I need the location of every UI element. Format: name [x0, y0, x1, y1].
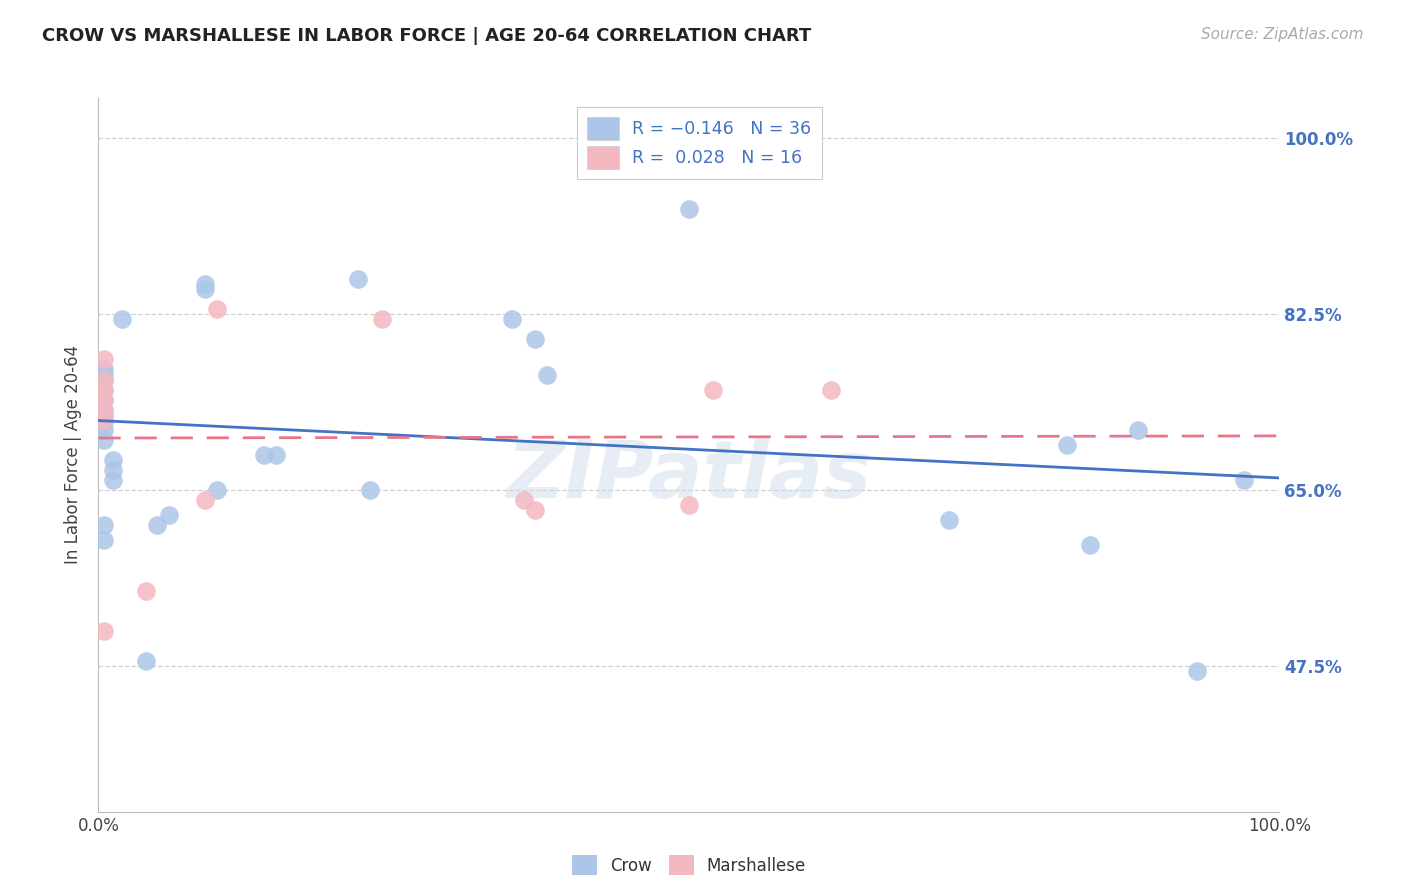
Point — [512, 493, 534, 508]
Point — [253, 448, 276, 462]
Point — [194, 277, 217, 291]
Point — [93, 362, 115, 376]
Point — [205, 483, 228, 497]
Point — [101, 463, 124, 477]
Point — [93, 402, 115, 417]
Point — [205, 302, 228, 317]
Point — [194, 493, 217, 508]
Point — [938, 513, 960, 527]
Point — [146, 518, 169, 533]
Point — [1080, 538, 1102, 552]
Point — [93, 409, 115, 423]
Text: Source: ZipAtlas.com: Source: ZipAtlas.com — [1201, 27, 1364, 42]
Point — [93, 368, 115, 382]
Point — [93, 372, 115, 386]
Point — [111, 312, 134, 326]
Point — [157, 508, 180, 523]
Point — [93, 415, 115, 429]
Point — [93, 433, 115, 447]
Point — [536, 368, 558, 382]
Text: CROW VS MARSHALLESE IN LABOR FORCE | AGE 20-64 CORRELATION CHART: CROW VS MARSHALLESE IN LABOR FORCE | AGE… — [42, 27, 811, 45]
Point — [1056, 438, 1078, 452]
Point — [101, 473, 124, 487]
Text: ZIPatlas: ZIPatlas — [506, 437, 872, 516]
Point — [1126, 423, 1149, 437]
Point — [347, 272, 370, 286]
Point — [93, 392, 115, 407]
Point — [501, 312, 523, 326]
Point — [135, 583, 157, 598]
Point — [93, 383, 115, 397]
Point — [524, 503, 547, 517]
Point — [93, 423, 115, 437]
Point — [101, 453, 124, 467]
Point — [678, 498, 700, 512]
Point — [820, 383, 842, 397]
Point — [264, 448, 287, 462]
Point — [93, 383, 115, 397]
Point — [194, 282, 217, 296]
Y-axis label: In Labor Force | Age 20-64: In Labor Force | Age 20-64 — [65, 345, 83, 565]
Point — [524, 332, 547, 346]
Point — [702, 383, 724, 397]
Point — [371, 312, 394, 326]
Point — [93, 352, 115, 367]
Point — [93, 413, 115, 427]
Point — [93, 518, 115, 533]
Point — [359, 483, 381, 497]
Point — [135, 654, 157, 668]
Point — [93, 402, 115, 417]
Point — [93, 624, 115, 638]
Point — [93, 372, 115, 386]
Point — [1185, 664, 1208, 678]
Legend: Crow, Marshallese: Crow, Marshallese — [565, 848, 813, 882]
Point — [93, 533, 115, 548]
Point — [93, 392, 115, 407]
Point — [1233, 473, 1256, 487]
Point — [678, 202, 700, 216]
